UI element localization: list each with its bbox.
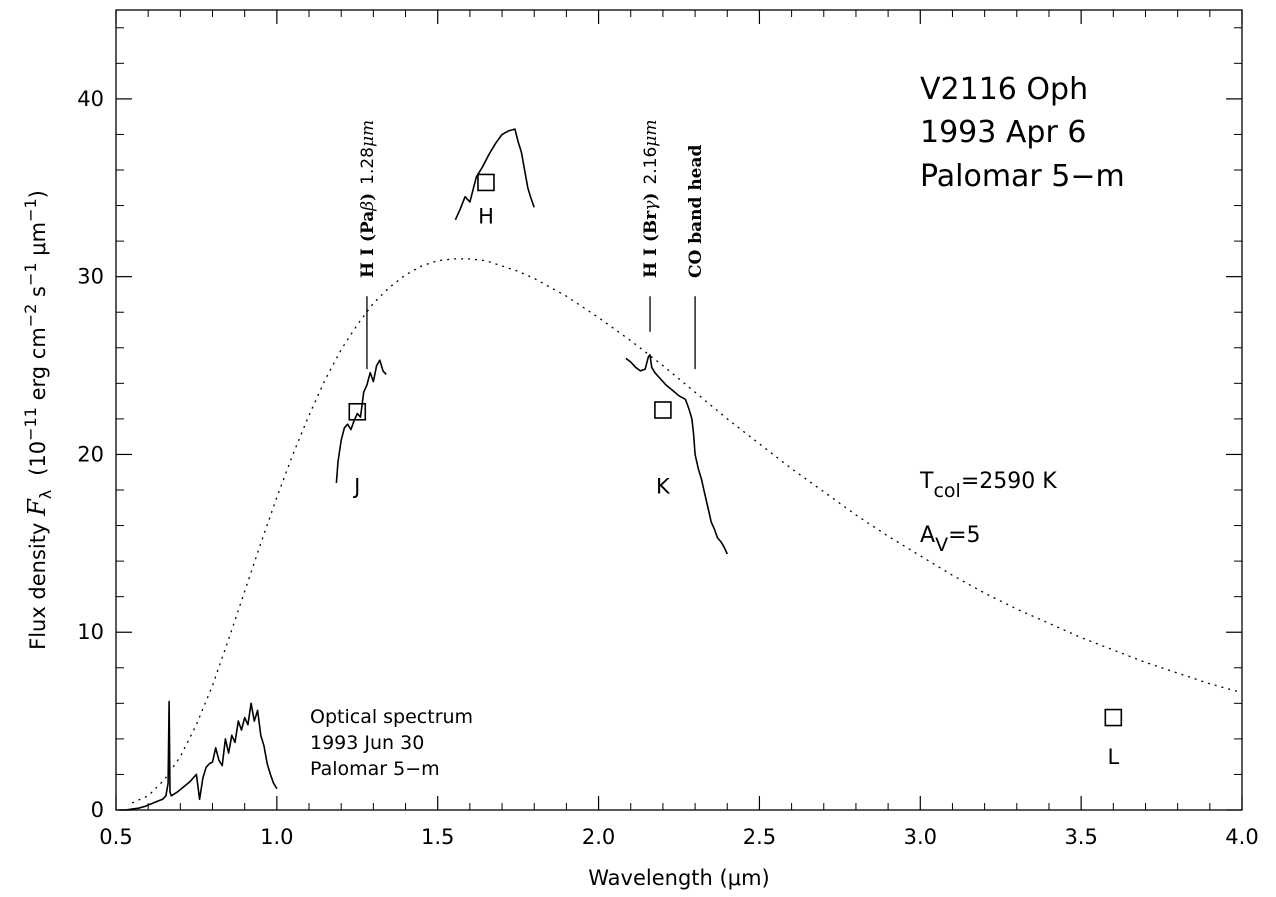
a-value: =5	[948, 523, 980, 548]
x-tick-label: 1.5	[421, 825, 454, 849]
blackbody-fit-line	[131, 258, 1243, 804]
line-label-name: H I (Pa	[358, 211, 378, 278]
telescope-label: Palomar 5−m	[920, 159, 1125, 194]
line-label-unit: μm	[358, 120, 378, 147]
y-axis-title-open: (10	[26, 441, 50, 476]
photometry-band-label: K	[656, 475, 671, 499]
y-tick-label: 0	[91, 798, 104, 822]
x-tick-label: 3.5	[1064, 825, 1097, 849]
line-label-unit: μm	[641, 120, 661, 147]
extinction: AV=5	[920, 523, 981, 556]
line-label-pab: H I (Paβ) 1.28μm	[358, 120, 378, 278]
line-label-wavelength: 2.16	[641, 147, 661, 185]
spectrum-line	[335, 359, 387, 483]
t-sub: col	[933, 480, 960, 502]
x-tick-label: 3.0	[904, 825, 937, 849]
object-name: V2116 Oph	[920, 72, 1088, 107]
y-axis-title-exp1: −11	[21, 407, 40, 441]
optical-telescope: Palomar 5−m	[310, 758, 440, 780]
y-tick-label: 30	[77, 265, 104, 289]
x-tick-label: 1.0	[260, 825, 293, 849]
line-label-name: H I (Br	[641, 210, 661, 278]
photometry-point	[654, 401, 672, 419]
y-axis-ticks: 0 10 20 30 40	[77, 27, 1242, 822]
y-axis-title-mid2: s	[26, 286, 50, 304]
y-axis-title-close: )	[26, 190, 50, 198]
photometry-point	[477, 173, 495, 192]
photometry-band-label: J	[352, 475, 360, 499]
optical-date: 1993 Jun 30	[310, 732, 424, 754]
photometry-layer: J H K L	[348, 173, 1123, 769]
y-axis-title-exp4: −1	[21, 198, 40, 222]
t-main: T	[919, 469, 934, 494]
line-label-close: )	[641, 193, 661, 201]
line-label-brg: H I (Brγ) 2.16μm	[641, 120, 661, 278]
line-label-greek: γ	[641, 200, 661, 211]
x-axis-ticks: 0.5 1.0 1.5 2.0 2.5 3.0 3.5 4.0	[99, 10, 1259, 849]
spectrum-line	[625, 354, 729, 555]
spectrum-line	[119, 700, 278, 811]
plot-frame	[115, 9, 1243, 811]
series-layer	[119, 128, 1243, 811]
x-tick-label: 2.0	[582, 825, 615, 849]
photometry-band-label: H	[478, 204, 494, 228]
y-axis-title-exp2: −2	[21, 304, 40, 328]
x-axis-title: Wavelength (μm)	[588, 866, 769, 890]
x-tick-label: 2.5	[743, 825, 776, 849]
observation-date: 1993 Apr 6	[920, 115, 1086, 150]
y-tick-label: 40	[77, 87, 104, 111]
y-axis-title-symbol: F	[23, 498, 51, 517]
photometry-band-label: L	[1107, 745, 1119, 769]
y-axis-title: Flux density Fλ(10−11 erg cm−2 s−1 μm−1)	[21, 190, 55, 650]
y-axis-title-exp3: −1	[21, 262, 40, 286]
photometry-point	[1104, 708, 1123, 727]
spectrum-line	[454, 128, 535, 221]
fit-params: Tcol=2590 K AV=5	[919, 469, 1057, 556]
object-label: V2116 Oph 1993 Apr 6 Palomar 5−m	[920, 72, 1125, 194]
y-tick-label: 10	[77, 620, 104, 644]
optical-label: Optical spectrum 1993 Jun 30 Palomar 5−m	[310, 706, 473, 780]
y-tick-label: 20	[77, 442, 104, 466]
line-label-name: CO band head	[686, 144, 706, 278]
color-temperature: Tcol=2590 K	[919, 469, 1057, 502]
line-label-wavelength: 1.28	[358, 147, 378, 185]
x-tick-label: 4.0	[1225, 825, 1258, 849]
y-axis-title-prefix: Flux density	[26, 516, 50, 650]
a-sub: V	[935, 534, 948, 556]
photometry-point	[348, 402, 367, 421]
y-axis-title-symbol-sub: λ	[36, 490, 55, 499]
y-axis-title-mid1: erg cm	[26, 327, 50, 407]
optical-title: Optical spectrum	[310, 706, 473, 728]
line-label-close: )	[358, 193, 378, 201]
y-axis-title-mid3: μm	[26, 222, 50, 263]
x-tick-label: 0.5	[99, 825, 132, 849]
a-main: A	[920, 523, 935, 548]
line-label-co: CO band head	[686, 144, 706, 278]
line-label-greek: β	[358, 201, 378, 212]
t-value: =2590 K	[961, 469, 1057, 494]
